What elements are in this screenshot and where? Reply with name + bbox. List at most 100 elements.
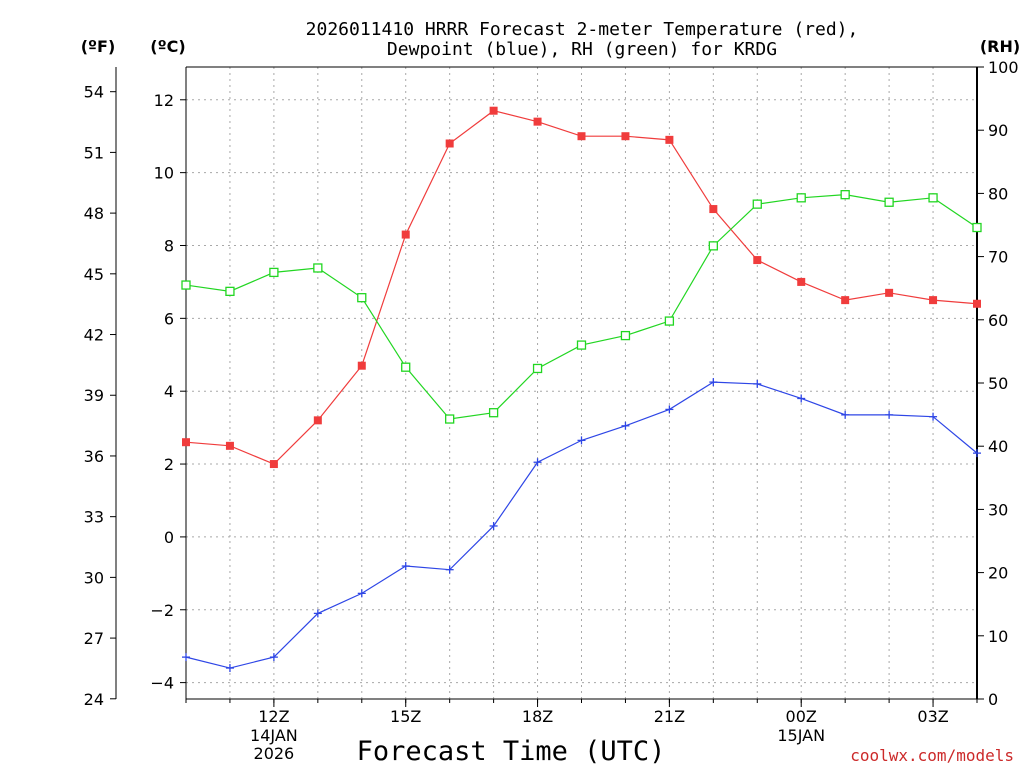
- fahrenheit-tick-label: 51: [84, 143, 104, 162]
- temperature-point: [621, 132, 630, 141]
- rh-point: [532, 363, 543, 374]
- celsius-tick-label: 6: [164, 309, 174, 328]
- x-tick-label: 18Z: [522, 707, 553, 726]
- dewpoint-point: [753, 379, 762, 388]
- dewpoint-point: [225, 664, 234, 673]
- fahrenheit-tick-label: 33: [84, 508, 104, 527]
- chart-title-line-2: Dewpoint (blue), RH (green) for KRDG: [387, 39, 777, 60]
- dewpoint-point: [797, 394, 806, 403]
- x-tick-label: 15Z: [390, 707, 421, 726]
- rh-point: [752, 199, 762, 209]
- temperature-point: [577, 132, 586, 141]
- x-tick-label: 00Z: [786, 707, 817, 726]
- rh-point: [225, 286, 235, 297]
- celsius-tick-label: 12: [154, 91, 174, 110]
- celsius-tick-label: 0: [164, 528, 174, 547]
- fahrenheit-tick-label: 30: [84, 568, 104, 587]
- dewpoint-point: [621, 421, 630, 430]
- rh-point: [708, 241, 718, 251]
- dewpoint-point: [533, 458, 542, 467]
- rh-point: [664, 316, 675, 326]
- rh-point: [445, 414, 455, 424]
- rh-tick-label: 70: [988, 248, 1008, 267]
- series-relative-humidity: [181, 190, 982, 424]
- rh-tick-label: 30: [988, 500, 1008, 519]
- temperature-point: [929, 296, 938, 305]
- dewpoint-point: [929, 412, 938, 421]
- dewpoint-point: [489, 521, 498, 530]
- fahrenheit-tick-label: 36: [84, 447, 104, 466]
- rh-tick-label: 20: [988, 564, 1008, 583]
- rh-point: [488, 408, 499, 418]
- x-tick-label: 03Z: [917, 707, 948, 726]
- celsius-tick-label: −2: [150, 601, 174, 620]
- temperature-point: [182, 438, 190, 447]
- temperature-point: [885, 288, 894, 297]
- temperature-point: [533, 117, 542, 126]
- fahrenheit-tick-label: 54: [84, 83, 104, 102]
- x-tick-date-label: 15JAN: [777, 726, 825, 745]
- temperature-point: [401, 230, 410, 239]
- x-tick-label: 12Z: [258, 707, 289, 726]
- x-axis-title: Forecast Time (UTC): [357, 736, 666, 767]
- rh-point: [796, 193, 806, 203]
- rh-tick-label: 60: [988, 311, 1008, 330]
- temperature-point: [973, 299, 981, 308]
- rh-tick-label: 10: [988, 627, 1008, 646]
- x-tick-label: 21Z: [654, 707, 685, 726]
- rh-point: [401, 362, 411, 372]
- rh-point: [884, 197, 894, 207]
- dewpoint-point: [665, 405, 674, 414]
- dewpoint-point: [973, 449, 981, 458]
- rh-point: [620, 330, 631, 341]
- axes: [110, 66, 984, 707]
- rh-point: [840, 190, 850, 200]
- rh-unit-label: (RH): [980, 37, 1020, 56]
- fahrenheit-unit-label: (ºF): [81, 37, 116, 56]
- dewpoint-point: [841, 410, 850, 419]
- dewpoint-point: [709, 378, 718, 387]
- series-dewpoint: [182, 378, 981, 673]
- rh-tick-label: 40: [988, 437, 1008, 456]
- temperature-point: [797, 277, 806, 286]
- rh-point: [313, 263, 323, 273]
- celsius-unit-label: (ºC): [150, 37, 185, 56]
- celsius-tick-label: 10: [154, 164, 174, 183]
- fahrenheit-tick-label: 39: [84, 386, 104, 405]
- dewpoint-point: [445, 565, 454, 574]
- grid-lines: [186, 67, 977, 699]
- rh-tick-label: 50: [988, 374, 1008, 393]
- x-tick-date-label: 14JAN: [250, 726, 298, 745]
- celsius-tick-label: 8: [164, 236, 174, 255]
- rh-point: [181, 280, 191, 290]
- rh-point: [269, 267, 279, 278]
- fahrenheit-tick-label: 48: [84, 204, 104, 223]
- rh-point: [928, 193, 938, 203]
- temperature-point: [709, 205, 718, 214]
- temperature-point: [225, 441, 234, 450]
- fahrenheit-tick-label: 42: [84, 326, 104, 345]
- rh-tick-label: 100: [988, 58, 1019, 77]
- rh-point: [972, 222, 982, 233]
- rh-point: [576, 340, 587, 350]
- series-temperature: [182, 106, 981, 469]
- dewpoint-point: [885, 410, 894, 419]
- dewpoint-point: [182, 653, 190, 662]
- celsius-tick-label: 2: [164, 455, 174, 474]
- temperature-point: [445, 139, 454, 148]
- celsius-tick-label: −4: [150, 674, 174, 693]
- dewpoint-point: [401, 562, 410, 571]
- x-tick-year-label: 2026: [254, 744, 295, 763]
- temperature-point: [841, 296, 850, 305]
- rh-tick-label: 80: [988, 184, 1008, 203]
- data-series: [181, 106, 982, 673]
- celsius-tick-label: 4: [164, 382, 174, 401]
- temperature-point: [313, 416, 322, 425]
- temperature-point: [753, 256, 762, 265]
- rh-point: [357, 293, 367, 303]
- source-credit: coolwx.com/models: [850, 746, 1014, 765]
- fahrenheit-tick-label: 27: [84, 629, 104, 648]
- temperature-point: [357, 361, 366, 370]
